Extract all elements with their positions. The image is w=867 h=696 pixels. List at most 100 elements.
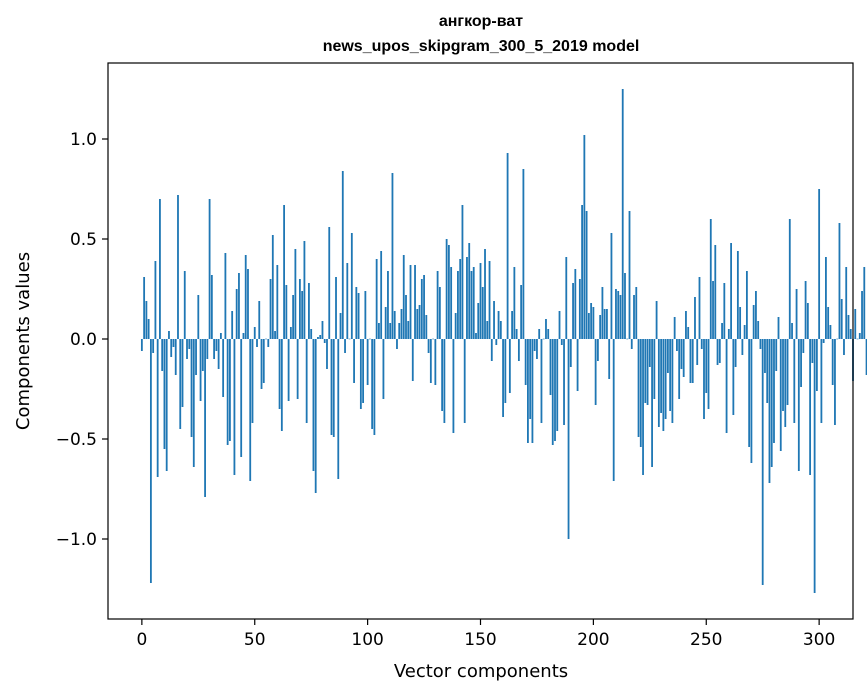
bar	[770, 339, 773, 467]
bar	[472, 267, 475, 339]
bar	[797, 339, 800, 471]
bar	[247, 269, 249, 339]
bar	[551, 339, 554, 445]
bar	[294, 249, 297, 339]
bar	[477, 303, 480, 339]
bar	[170, 339, 173, 357]
bar	[308, 283, 310, 339]
y-axis-label: Components values	[13, 252, 34, 430]
bar	[251, 339, 254, 423]
bar	[554, 339, 556, 441]
bar	[628, 211, 631, 339]
bar	[612, 339, 615, 481]
bar	[411, 339, 414, 381]
bar	[508, 339, 511, 393]
bar	[420, 279, 423, 339]
bar	[745, 271, 748, 339]
bar	[834, 339, 836, 425]
bar	[840, 299, 843, 339]
bar	[276, 265, 279, 339]
bar	[405, 295, 407, 339]
bar	[140, 339, 143, 351]
bar	[691, 339, 694, 383]
bar	[389, 323, 392, 339]
bar	[630, 339, 633, 349]
bar	[779, 339, 782, 451]
bar	[362, 339, 365, 403]
bar	[583, 135, 586, 339]
bar	[567, 339, 570, 539]
bar	[533, 339, 536, 351]
bar	[795, 289, 798, 339]
bar	[777, 317, 780, 339]
bar	[450, 267, 453, 339]
bar	[820, 339, 823, 423]
bar	[219, 333, 222, 339]
bar	[154, 261, 157, 339]
bar	[730, 243, 732, 339]
bar	[197, 295, 200, 339]
bar	[314, 339, 317, 493]
bar	[269, 279, 272, 339]
bar	[581, 205, 583, 339]
bar	[326, 339, 328, 369]
x-tick-label: 50	[244, 630, 266, 650]
bar	[721, 323, 723, 339]
bar	[694, 297, 696, 339]
bar	[558, 311, 561, 339]
bar	[734, 339, 737, 367]
bar	[592, 307, 595, 339]
bar	[470, 271, 473, 339]
bar	[319, 335, 322, 339]
bar	[590, 303, 593, 339]
bar	[310, 329, 313, 339]
bar	[549, 339, 552, 395]
bar	[727, 329, 730, 339]
bar	[256, 339, 258, 347]
bar	[800, 339, 802, 387]
bar	[292, 295, 295, 339]
bar	[646, 339, 649, 405]
bar	[436, 271, 439, 339]
bar	[323, 339, 326, 343]
bar	[183, 271, 186, 339]
bar	[596, 339, 599, 361]
bar	[723, 283, 726, 339]
bar	[475, 333, 477, 339]
bar	[825, 257, 827, 339]
bar	[210, 275, 213, 339]
bar	[459, 259, 462, 339]
bar	[235, 289, 238, 339]
bar	[574, 269, 577, 339]
bar	[179, 339, 182, 429]
bar	[709, 219, 712, 339]
bar	[705, 339, 708, 393]
bar	[759, 339, 762, 349]
bar	[353, 339, 355, 383]
bar	[414, 265, 416, 339]
bar	[328, 227, 331, 339]
bar	[599, 315, 602, 339]
x-tick-label: 250	[690, 630, 722, 650]
bar	[809, 339, 812, 475]
bar	[617, 291, 620, 339]
bar	[481, 287, 484, 339]
bar	[195, 339, 197, 375]
bar	[768, 339, 771, 483]
bar	[396, 339, 398, 349]
bar	[159, 199, 161, 339]
bar	[174, 339, 177, 375]
bar	[373, 339, 376, 435]
bar	[504, 339, 507, 403]
bar	[152, 339, 155, 353]
bar	[547, 329, 550, 339]
bar	[278, 339, 281, 409]
bar	[621, 89, 624, 339]
bar	[497, 311, 500, 339]
bar	[517, 339, 520, 361]
bar	[714, 245, 717, 339]
bar	[698, 277, 701, 339]
bar	[716, 339, 719, 365]
bar	[585, 211, 588, 339]
bar	[743, 325, 746, 339]
